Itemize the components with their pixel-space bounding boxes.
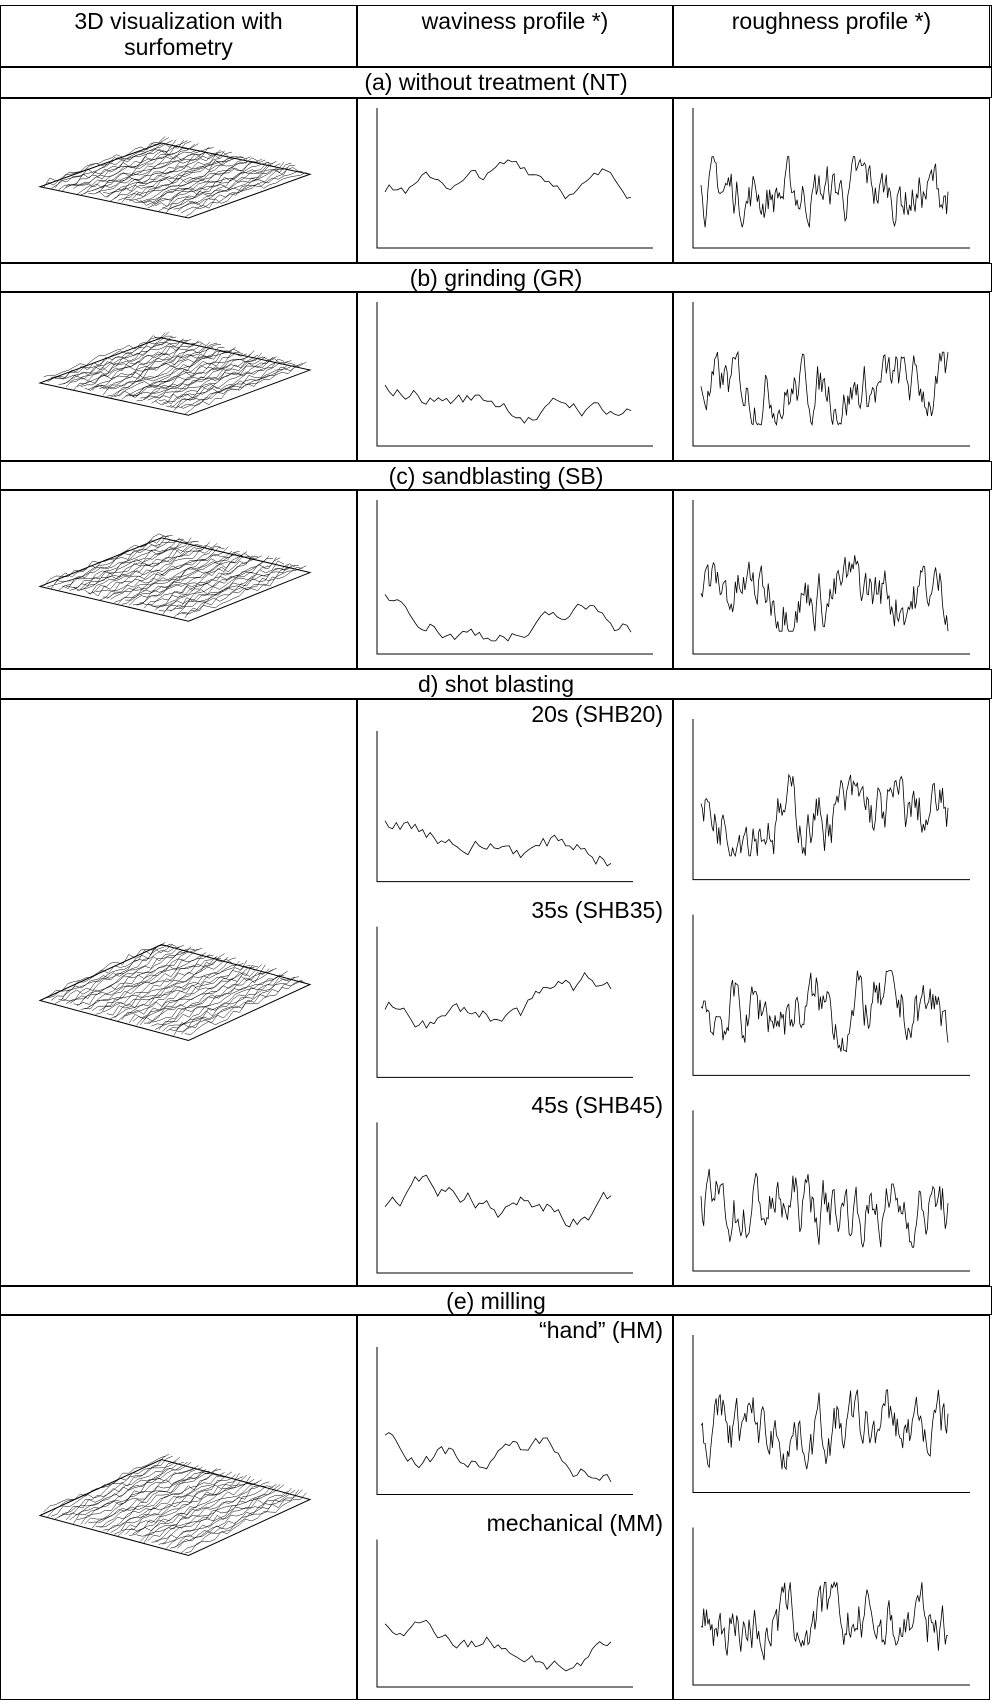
table-cell — [357, 98, 673, 263]
sub-label: 35s (SHB35) — [367, 897, 663, 923]
table-cell — [673, 98, 990, 263]
sub-label: 45s (SHB45) — [367, 1092, 663, 1118]
section-label: (b) grinding (GR) — [0, 265, 992, 291]
column-header: roughness profile *) — [693, 8, 970, 34]
sub-label: mechanical (MM) — [367, 1510, 663, 1536]
table-cell — [0, 699, 357, 1286]
table-cell — [357, 292, 673, 461]
column-header: 3D visualization with surfometry — [20, 8, 337, 60]
table-cell — [357, 1315, 673, 1700]
table-cell — [0, 292, 357, 461]
table-cell — [0, 98, 357, 263]
table-cell — [673, 490, 990, 669]
page: 3D visualization with surfometry waviness… — [0, 0, 992, 1700]
sub-label: 20s (SHB20) — [367, 701, 663, 727]
section-label: (a) without treatment (NT) — [0, 69, 992, 95]
table-cell — [673, 1315, 990, 1700]
table-cell — [0, 490, 357, 669]
column-header: waviness profile *) — [377, 8, 653, 34]
table-cell — [357, 490, 673, 669]
table-cell — [357, 699, 673, 1286]
section-label: (e) milling — [0, 1288, 992, 1314]
table-cell — [0, 1315, 357, 1700]
section-label: (c) sandblasting (SB) — [0, 463, 992, 489]
section-label: d) shot blasting — [0, 671, 992, 697]
table-cell — [673, 699, 990, 1286]
table-cell — [673, 292, 990, 461]
sub-label: “hand” (HM) — [367, 1317, 663, 1343]
